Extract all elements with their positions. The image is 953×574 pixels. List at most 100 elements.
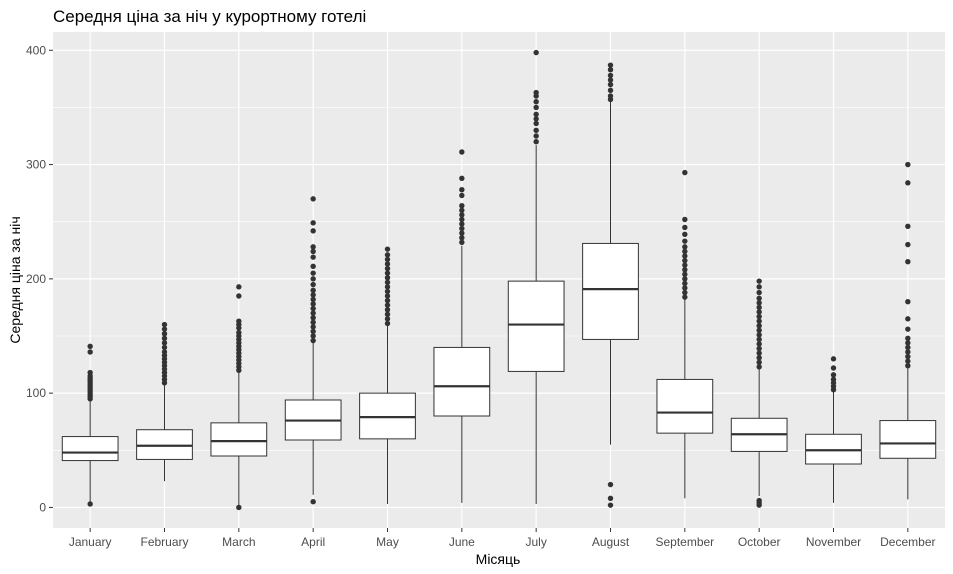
outlier-point [161, 326, 168, 332]
outlier-point [756, 313, 762, 320]
plot-panel [53, 32, 945, 528]
outlier-point [607, 62, 614, 68]
outlier-point [459, 225, 465, 232]
box-november [805, 356, 862, 503]
outlier-point [310, 337, 316, 344]
outlier-point [905, 316, 911, 322]
outlier-point [756, 278, 762, 284]
x-tick-label: August [592, 535, 630, 549]
box-january [61, 343, 119, 507]
outlier-point [756, 318, 762, 324]
outlier-point [310, 248, 316, 255]
y-tick-label: 400 [26, 43, 46, 57]
outlier-point [533, 104, 539, 111]
outlier-point [607, 481, 614, 488]
outlier-point [310, 287, 316, 293]
outlier-point [87, 343, 93, 349]
outlier-point [607, 72, 614, 79]
outlier-point [459, 192, 465, 199]
outlier-point [905, 353, 911, 360]
outlier-point [310, 315, 316, 321]
y-tick-label: 0 [39, 500, 46, 514]
outlier-point [310, 228, 316, 234]
iqr-box [210, 422, 268, 457]
x-tick-label: May [376, 535, 399, 549]
x-tick-label: June [449, 535, 475, 549]
outlier-point [384, 320, 391, 327]
outlier-point [384, 307, 391, 313]
outlier-point [459, 149, 465, 155]
outlier-point [533, 120, 539, 127]
outlier-point [310, 310, 316, 316]
outlier-point [384, 316, 391, 322]
outlier-point [756, 295, 762, 301]
outlier-point [384, 256, 391, 263]
outlier-point [384, 252, 391, 258]
outlier-point [161, 331, 168, 337]
outlier-point [310, 324, 316, 330]
outlier-point [830, 356, 837, 362]
outlier-point [310, 270, 316, 276]
x-tick-label: November [806, 535, 861, 549]
outlier-point [682, 238, 688, 244]
outlier-point [384, 265, 391, 272]
outlier-point [459, 230, 465, 236]
outlier-point [682, 294, 688, 300]
outlier-point [87, 369, 93, 376]
outlier-point [310, 319, 316, 325]
outlier-point [607, 502, 614, 508]
outlier-point [310, 292, 316, 298]
outlier-point [161, 344, 168, 351]
outlier-point [607, 81, 614, 88]
boxes-layer [61, 49, 937, 511]
outlier-point [756, 323, 762, 329]
outlier-point [682, 267, 688, 273]
outlier-point [310, 296, 316, 303]
outlier-point [830, 372, 837, 378]
outlier-point [607, 67, 614, 73]
outlier-point [756, 300, 762, 306]
y-tick-label: 100 [26, 386, 46, 400]
x-tick-label: January [69, 535, 112, 549]
outlier-point [756, 359, 762, 365]
outlier-point [310, 220, 316, 226]
outlier-point [533, 139, 539, 145]
outlier-point [756, 304, 762, 311]
outlier-point [384, 311, 391, 317]
outlier-point [310, 328, 316, 335]
outlier-point [682, 262, 688, 268]
outlier-point [682, 169, 688, 176]
outlier-point [682, 289, 688, 296]
outlier-point [459, 235, 465, 241]
outlier-point [607, 93, 614, 99]
x-tick-label: December [880, 535, 935, 549]
outlier-point [384, 275, 391, 281]
outlier-point [384, 297, 391, 304]
outlier-point [161, 321, 168, 328]
outlier-point [756, 336, 762, 343]
outlier-point [756, 327, 762, 333]
outlier-point [384, 288, 391, 295]
outlier-point [756, 341, 762, 347]
iqr-box [433, 346, 491, 417]
outlier-point [756, 355, 762, 361]
outlier-point [905, 241, 911, 248]
outlier-point [533, 49, 539, 56]
x-tick-label: April [301, 535, 325, 549]
outlier-point [905, 335, 911, 341]
outlier-point [607, 495, 614, 501]
outlier-point [459, 207, 465, 213]
outlier-point [830, 376, 837, 383]
outlier-point [905, 358, 911, 364]
outlier-point [905, 344, 911, 351]
outlier-point [905, 326, 911, 332]
box-may [359, 246, 416, 504]
outlier-point [756, 350, 762, 356]
outlier-point [905, 180, 911, 186]
iqr-box [136, 429, 193, 460]
outlier-point [459, 212, 465, 218]
outlier-point [459, 239, 465, 245]
outlier-point [310, 281, 316, 288]
outlier-point [459, 187, 465, 193]
